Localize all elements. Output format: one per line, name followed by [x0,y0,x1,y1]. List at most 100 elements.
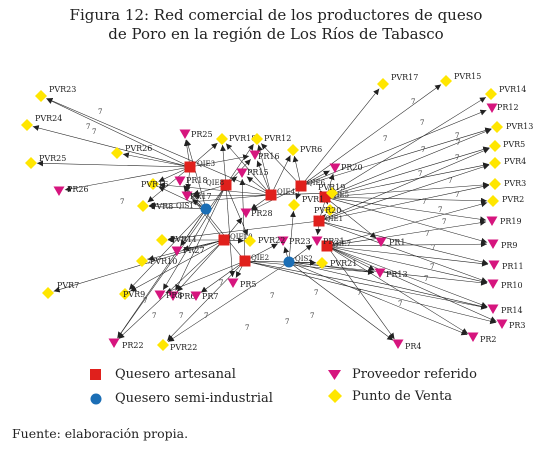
edge-qis1-pr22 [117,212,204,339]
edge-qie6-pvr12 [260,143,298,183]
pvr23-label: PVR23 [49,85,76,94]
pvr21-marker [316,257,328,269]
pr7-label: PR7 [202,292,219,301]
edge-weight-label: 7 [455,154,459,162]
edge-weight-label: 7 [411,98,415,106]
edge-qis2-pr10 [293,262,488,286]
node-pvr19: PVR19 [318,183,345,199]
pvr3-marker [489,178,501,190]
node-pr26: PR26 [53,185,89,196]
node-pr17: PR17 [181,191,212,201]
pvr6-marker [287,144,299,156]
edge-weight-label: 7 [92,128,96,136]
edge-qie10-pvr7 [53,241,220,293]
edge-weight-label: 7 [245,324,249,332]
qie2-marker [239,255,251,267]
qie2-label: QIE2 [251,254,269,262]
node-pr18: PR18 [174,176,208,186]
pr25-label: PR25 [191,130,213,139]
pvr14-marker [485,88,497,100]
pr26-marker [53,186,65,196]
pvr8-marker [137,200,149,212]
node-pvr1: PVR1 [288,195,324,211]
qie8-marker [220,179,232,191]
node-pr16: PR16 [249,150,280,161]
edge-weight-label: 7 [383,135,387,143]
edge-weight-label: 7 [204,312,208,320]
edge-weight-label: 7 [448,177,452,185]
edge-weight-label: 7 [438,206,442,214]
node-pr9: PR9 [487,239,518,250]
pvr15-marker [440,75,452,87]
qie4-marker [265,189,277,201]
pvr22b-marker [157,339,169,351]
edge-qie2-pr18 [183,185,243,258]
edge-qie4-pvr18 [225,143,268,192]
pvr26-marker [111,147,123,159]
figure-title: Figura 12: Red comercial de los producto… [0,6,552,44]
node-pr21: PR21 [311,236,345,246]
pr19-marker [486,216,498,226]
edge-weight-label: 7 [398,300,402,308]
pr19-label: PR19 [500,217,522,226]
node-pr7: PR7 [190,291,219,301]
edge-qie6-pr20 [305,170,330,184]
pvr22-label: PVR22 [258,236,285,245]
edge-qie1-pr11 [323,221,489,265]
edge-qie3-pvr23 [46,98,186,166]
edge-qie4-pvr6 [272,155,291,191]
edge-weight-label: 7 [430,263,434,271]
figure-source: Fuente: elaboración propia. [12,426,189,441]
edge-qis2-pr21 [292,244,313,260]
edge-weight-label: 7 [424,275,428,283]
edge-weight-label: 7 [270,292,274,300]
pvr5-marker [489,140,501,152]
node-qie8: QIE8 [206,179,232,191]
pr9-label: PR9 [501,241,518,250]
edge-qie6-pr12 [305,109,487,185]
pvr21-label: PVR21 [330,259,357,268]
pvr8-label: PVR8 [151,202,173,211]
edge-qis2-pr23 [283,246,290,258]
node-pvr9: PVR9 [119,288,145,300]
edge-qie3-pvr18 [193,142,218,164]
pr15-marker [236,168,248,178]
pvr13-label: PVR13 [506,122,533,131]
edge-qis2-pr4 [292,264,394,341]
edge-qie4-pvr12 [257,144,271,191]
edge-weight-label: 7 [86,123,90,131]
node-pr28: PR28 [240,208,273,218]
edge-weight-label: 7 [357,289,361,297]
edge-qie2-pr7 [200,263,242,293]
edge-qie10-pvr22 [228,237,245,244]
node-pr4: PR4 [392,339,422,351]
node-pr13: PR13 [374,268,408,279]
node-pr11: PR11 [488,260,524,271]
edge-qie4-pvr8 [148,195,267,208]
edge-qie5-pvr14 [329,96,487,195]
edge-qie7-pr2 [331,248,469,335]
pr20-marker [329,163,341,173]
pr28-label: PR28 [251,209,273,218]
edge-qie5-pr9 [329,198,488,244]
figure-title-line-1: Figura 12: Red comercial de los producto… [69,6,483,24]
node-qie6: QIE6 [295,179,326,192]
qie3-label: QIE3 [197,160,215,168]
pr27-marker [171,246,183,256]
pr23-marker [277,236,289,246]
edge-qie3-pvr8 [147,169,187,203]
pr12-label: PR12 [497,103,519,112]
edge-qie3-pvr24 [32,125,186,167]
edge-qis1-pr17 [191,199,203,207]
qie1-label: QIE1 [325,215,343,223]
pr20-label: PR20 [341,163,363,172]
pvr4-label: PVR4 [504,157,526,166]
qie5-marker [319,191,331,203]
pr18-label: PR18 [186,176,208,185]
qie10-marker [218,234,230,246]
pr7-marker [190,291,202,301]
node-pr5: PR5 [227,278,257,289]
pr10-label: PR10 [501,281,523,290]
edge-qie7-pr4 [329,249,395,340]
